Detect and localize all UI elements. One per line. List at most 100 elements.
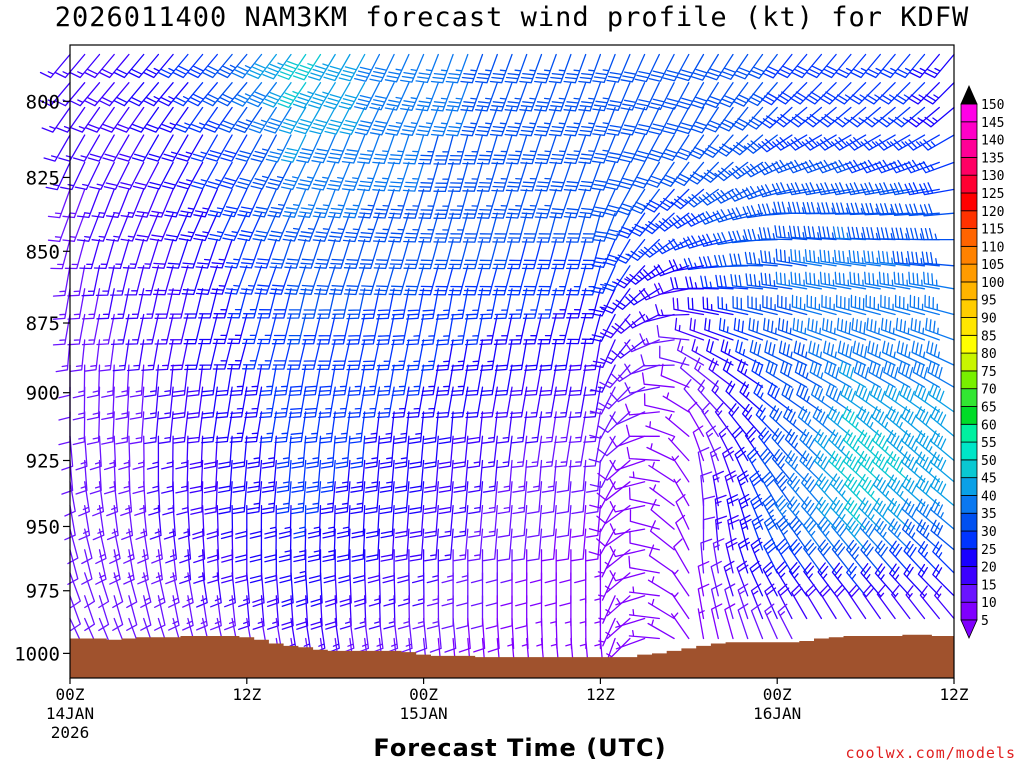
wind-barb — [438, 504, 454, 538]
wind-barb — [220, 161, 248, 190]
wind-barb — [578, 53, 602, 84]
wind-barb-path — [671, 455, 690, 483]
wind-barb-path — [554, 435, 572, 468]
wind-barb-path — [418, 188, 439, 219]
wind-barb-path — [774, 225, 808, 241]
wind-barb — [506, 265, 528, 296]
wind-barb — [254, 238, 277, 269]
wind-barb — [143, 82, 174, 107]
wind-barb-path — [922, 82, 955, 105]
wind-barb — [369, 82, 395, 111]
wind-barb-path — [863, 82, 896, 105]
wind-barb-path — [112, 339, 130, 372]
wind-barb-path — [751, 359, 778, 388]
wind-barb — [915, 498, 940, 530]
wind-barb-path — [110, 288, 130, 320]
wind-barb — [438, 459, 454, 493]
wind-barb — [907, 82, 940, 105]
wind-barb-path — [477, 265, 498, 296]
wind-barb — [886, 451, 911, 483]
wind-barb — [640, 354, 675, 367]
wind-barb — [609, 501, 646, 513]
wind-barb — [578, 82, 602, 112]
wind-barb — [261, 435, 277, 469]
wind-barb-path — [817, 539, 837, 574]
wind-barb — [920, 227, 955, 241]
wind-barb — [748, 317, 778, 341]
wind-barb — [101, 411, 115, 445]
wind-barb — [909, 294, 940, 316]
wind-barb — [364, 459, 381, 493]
wind-barb — [831, 562, 852, 597]
wind-barb — [207, 212, 233, 242]
wind-barb — [91, 212, 115, 242]
wind-barb — [624, 382, 660, 394]
wind-barb — [296, 134, 322, 164]
wind-barb-path — [580, 288, 602, 319]
wind-barb-path — [733, 317, 764, 341]
wind-barb-path — [683, 379, 705, 413]
wind-barb — [606, 106, 631, 136]
wind-barb — [771, 448, 793, 483]
wind-barb — [515, 572, 528, 607]
colorbar-label: 40 — [981, 489, 997, 504]
wind-barb — [512, 481, 528, 515]
wind-barb-path — [714, 161, 749, 182]
wind-barb-path — [294, 549, 307, 584]
wind-barb — [655, 304, 690, 317]
wind-barb-path — [491, 134, 513, 165]
wind-barb — [873, 517, 896, 551]
wind-barb-path — [196, 572, 208, 608]
wind-barb — [113, 82, 145, 107]
wind-barb-path — [794, 360, 823, 388]
wind-barb — [415, 53, 439, 84]
wind-barb — [578, 134, 602, 164]
wind-barb-path — [259, 411, 277, 444]
wind-barb-path — [773, 106, 808, 128]
wind-barb-path — [487, 617, 500, 653]
wind-barb-path — [227, 339, 248, 370]
wind-barb-path — [829, 473, 852, 507]
wind-barb-path — [277, 82, 307, 109]
wind-barb — [391, 386, 410, 419]
wind-barb — [491, 161, 513, 192]
wind-barb-path — [792, 317, 823, 341]
wind-barb — [244, 364, 263, 397]
wind-barb-path — [357, 617, 370, 654]
wind-barb — [714, 254, 749, 268]
wind-barb-path — [87, 134, 115, 162]
wind-barb — [616, 188, 646, 216]
wind-barb-path — [556, 528, 572, 562]
wind-barb-path — [309, 106, 336, 135]
wind-barb — [433, 265, 454, 296]
wind-barb-path — [807, 317, 837, 341]
wind-barb — [376, 288, 395, 320]
wind-barb-path — [146, 459, 160, 494]
wind-barb — [81, 288, 101, 320]
wind-barb — [293, 504, 307, 539]
wind-barb — [362, 386, 381, 419]
wind-barb-path — [684, 188, 719, 208]
wind-barb-path — [468, 504, 484, 538]
wind-barb — [376, 386, 395, 419]
wind-barb — [647, 134, 675, 162]
wind-barb-path — [788, 539, 808, 574]
wind-barb — [874, 540, 896, 574]
wind-barb-path — [261, 481, 277, 515]
wind-barb — [215, 364, 233, 397]
wind-barb-path — [480, 386, 498, 419]
wind-barb-path — [668, 238, 705, 251]
wind-barb-path — [750, 603, 764, 640]
wind-barb-path — [95, 265, 115, 297]
wind-barb — [175, 435, 189, 470]
wind-barb — [249, 504, 263, 539]
wind-barb-path — [669, 212, 705, 229]
wind-barb — [113, 53, 145, 79]
wind-barb-path — [728, 403, 749, 437]
wind-barb — [688, 134, 719, 160]
wind-barb-path — [335, 481, 351, 515]
wind-barb — [830, 182, 867, 196]
wind-barb — [874, 159, 911, 174]
wind-barb — [564, 595, 572, 627]
wind-barb-path — [633, 134, 660, 163]
